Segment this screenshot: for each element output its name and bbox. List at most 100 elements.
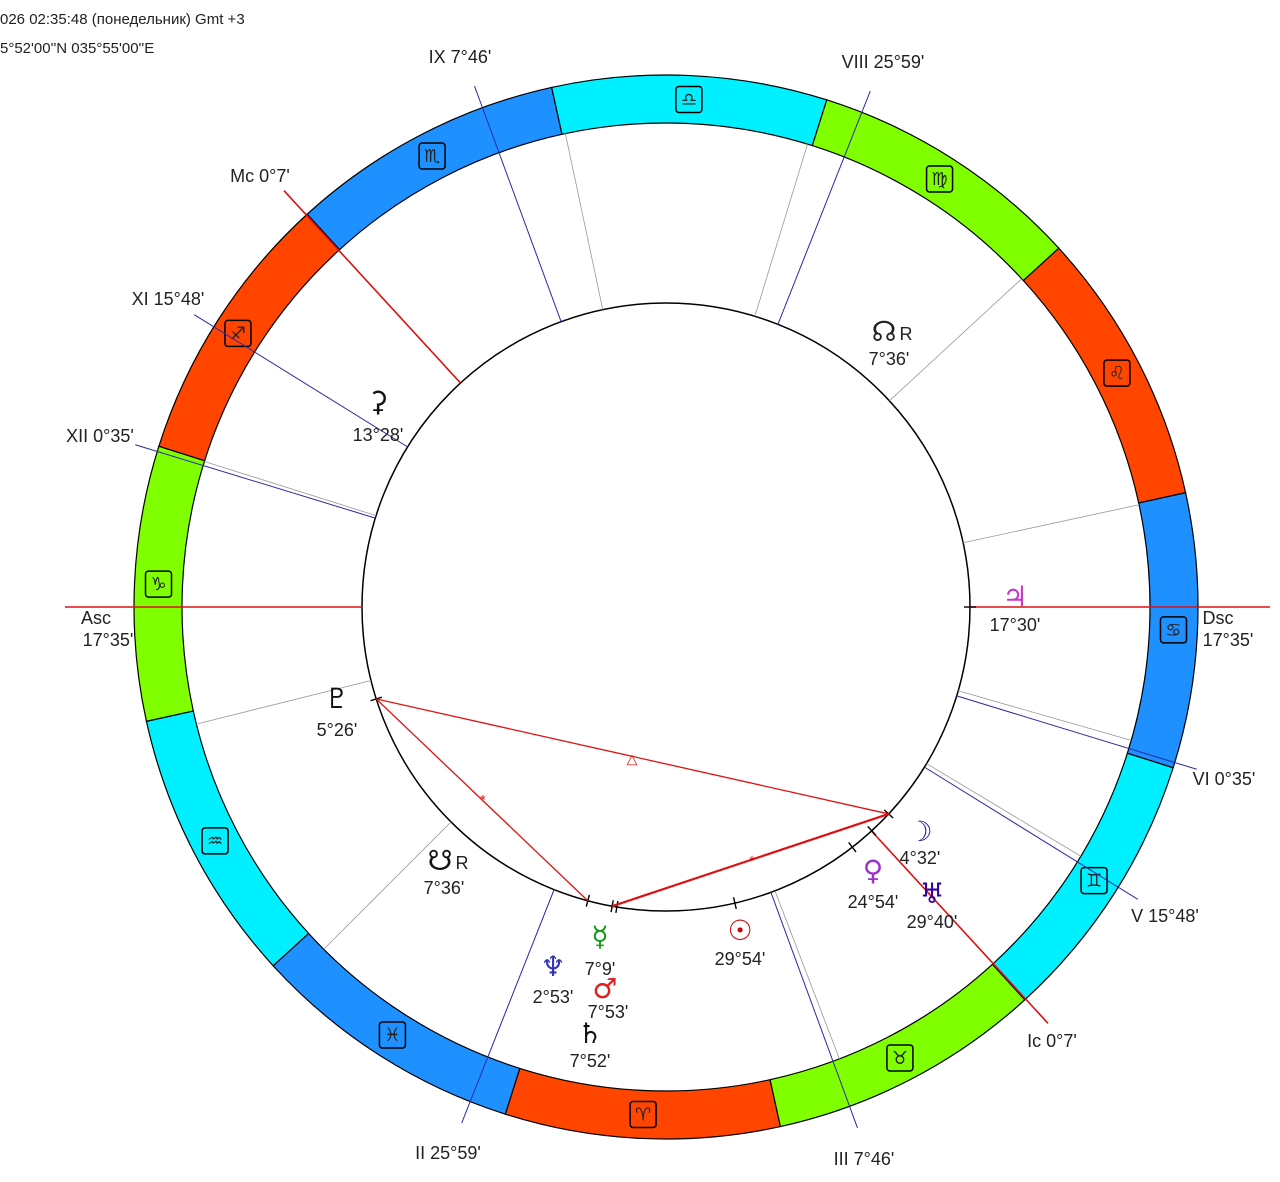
secondary-cusp: [323, 821, 452, 950]
house-cusp: [193, 314, 408, 448]
secondary-cusp: [958, 690, 1132, 741]
planet-degree: 4°32': [900, 848, 941, 868]
aspect-symbol: △: [627, 751, 638, 767]
planet-glyph: ☉: [727, 914, 752, 947]
sign-box: [1103, 359, 1131, 387]
secondary-cusp: [889, 278, 1022, 402]
secondary-cusp: [926, 763, 1082, 857]
house-cusp: [777, 90, 871, 325]
asc-degree: 17°35': [83, 630, 134, 650]
sign-box: [144, 570, 173, 598]
cusp-label: Ic 0°7': [1027, 1031, 1077, 1051]
secondary-cusp: [204, 461, 377, 516]
sign-glyph: ♈: [635, 1104, 651, 1125]
house-cusp: [461, 889, 555, 1124]
aspect-line: [375, 698, 589, 902]
planet-degree: 7°36': [869, 349, 910, 369]
planet-degree: 29°40': [907, 912, 958, 932]
dsc-degree: 17°35': [1203, 630, 1254, 650]
planet-tick: [732, 897, 737, 910]
cusp-label: XII 0°35': [66, 426, 134, 446]
inner-circle: [361, 302, 971, 912]
aspect-symbol: *: [749, 853, 755, 869]
aspect-line: [376, 698, 889, 815]
planet-tick: [585, 894, 591, 907]
dsc-name: Dsc: [1203, 608, 1234, 628]
sign-glyph: ♎: [681, 90, 697, 111]
planet-glyph: ♇: [324, 682, 349, 715]
cusp-label: IX 7°46': [429, 47, 492, 67]
planet-degree: 7°9': [585, 959, 616, 979]
retrograde-mark: R: [900, 324, 913, 344]
house-cusp: [135, 444, 376, 519]
secondary-cusp: [564, 133, 604, 310]
header-coords: 5°52'00''N 035°55'00''E: [0, 40, 154, 57]
cusp-label: VIII 25°59': [842, 52, 925, 72]
house-cusp: [956, 695, 1197, 770]
secondary-cusp: [754, 144, 808, 317]
cusp-label: II 25°59': [415, 1143, 481, 1163]
sign-segment: [133, 445, 206, 723]
sign-glyph: ♉: [892, 1048, 908, 1069]
planet-tick: [867, 825, 877, 836]
sign-glyph: ♍: [931, 169, 947, 190]
planet-degree: 7°36': [424, 878, 465, 898]
planet-degree: 29°54': [715, 949, 766, 969]
sign-box: [378, 1021, 407, 1049]
sign-box: [418, 142, 446, 170]
sign-glyph: ♏: [424, 146, 440, 167]
sign-glyph: ♓: [384, 1025, 400, 1046]
aspect-line: [611, 812, 890, 908]
header-date: 026 02:35:48 (понедельник) Gmt +3: [0, 11, 245, 28]
cusp-label: VI 0°35': [1193, 769, 1256, 789]
cusp-label: XI 15°48': [132, 289, 205, 309]
cusp-label: III 7°46': [834, 1149, 895, 1169]
sign-segment: [272, 932, 521, 1115]
secondary-cusp: [774, 890, 840, 1059]
sign-box: [629, 1100, 657, 1129]
planet-tick: [615, 900, 619, 914]
house-cusp: [924, 766, 1139, 900]
cusp-label: V 15°48': [1131, 906, 1199, 926]
sign-box: [886, 1044, 914, 1072]
sign-glyph: ♑: [150, 574, 166, 595]
sign-segment: [991, 752, 1174, 1001]
retrograde-mark: R: [456, 853, 469, 873]
asc-name: Asc: [81, 608, 111, 628]
secondary-cusp: [196, 680, 372, 725]
planet-glyph: ⚳: [368, 385, 389, 418]
planet-glyph: ♆: [540, 950, 565, 983]
planet-glyph: ☊: [872, 315, 897, 348]
sign-box: [1159, 616, 1188, 644]
sign-segment: [1126, 491, 1199, 769]
sign-segment: [811, 99, 1060, 282]
planet-degree: 13°28': [353, 425, 404, 445]
planet-glyph: ♀: [863, 854, 884, 887]
mc-ic-line: [283, 190, 462, 384]
sign-segment: [158, 213, 341, 462]
planet-glyph: ☽: [907, 815, 932, 848]
aspect-symbol: *: [480, 792, 486, 808]
sign-box: [675, 85, 703, 114]
planet-degree: 17°30': [990, 615, 1041, 635]
planet-glyph: ♃: [1002, 580, 1027, 613]
sign-glyph: ♋: [1165, 620, 1181, 641]
planet-tick: [848, 842, 857, 853]
planet-glyph: ♄: [577, 1017, 602, 1050]
planet-degree: 2°53': [533, 987, 574, 1007]
planet-degree: 24°54': [848, 892, 899, 912]
sign-box: [201, 827, 229, 855]
planet-degree: 5°26': [317, 720, 358, 740]
house-cusp: [474, 85, 562, 322]
planet-glyph: ☿: [591, 920, 608, 953]
secondary-cusp: [963, 504, 1140, 544]
cusp-label: Mc 0°7': [230, 166, 290, 186]
sign-box: [925, 165, 954, 193]
planet-glyph: ♅: [919, 877, 944, 910]
sign-glyph: ♌: [1109, 363, 1125, 384]
planet-glyph: ♂: [592, 972, 617, 1005]
mc-ic-line: [870, 830, 1049, 1024]
planet-tick: [370, 696, 383, 702]
